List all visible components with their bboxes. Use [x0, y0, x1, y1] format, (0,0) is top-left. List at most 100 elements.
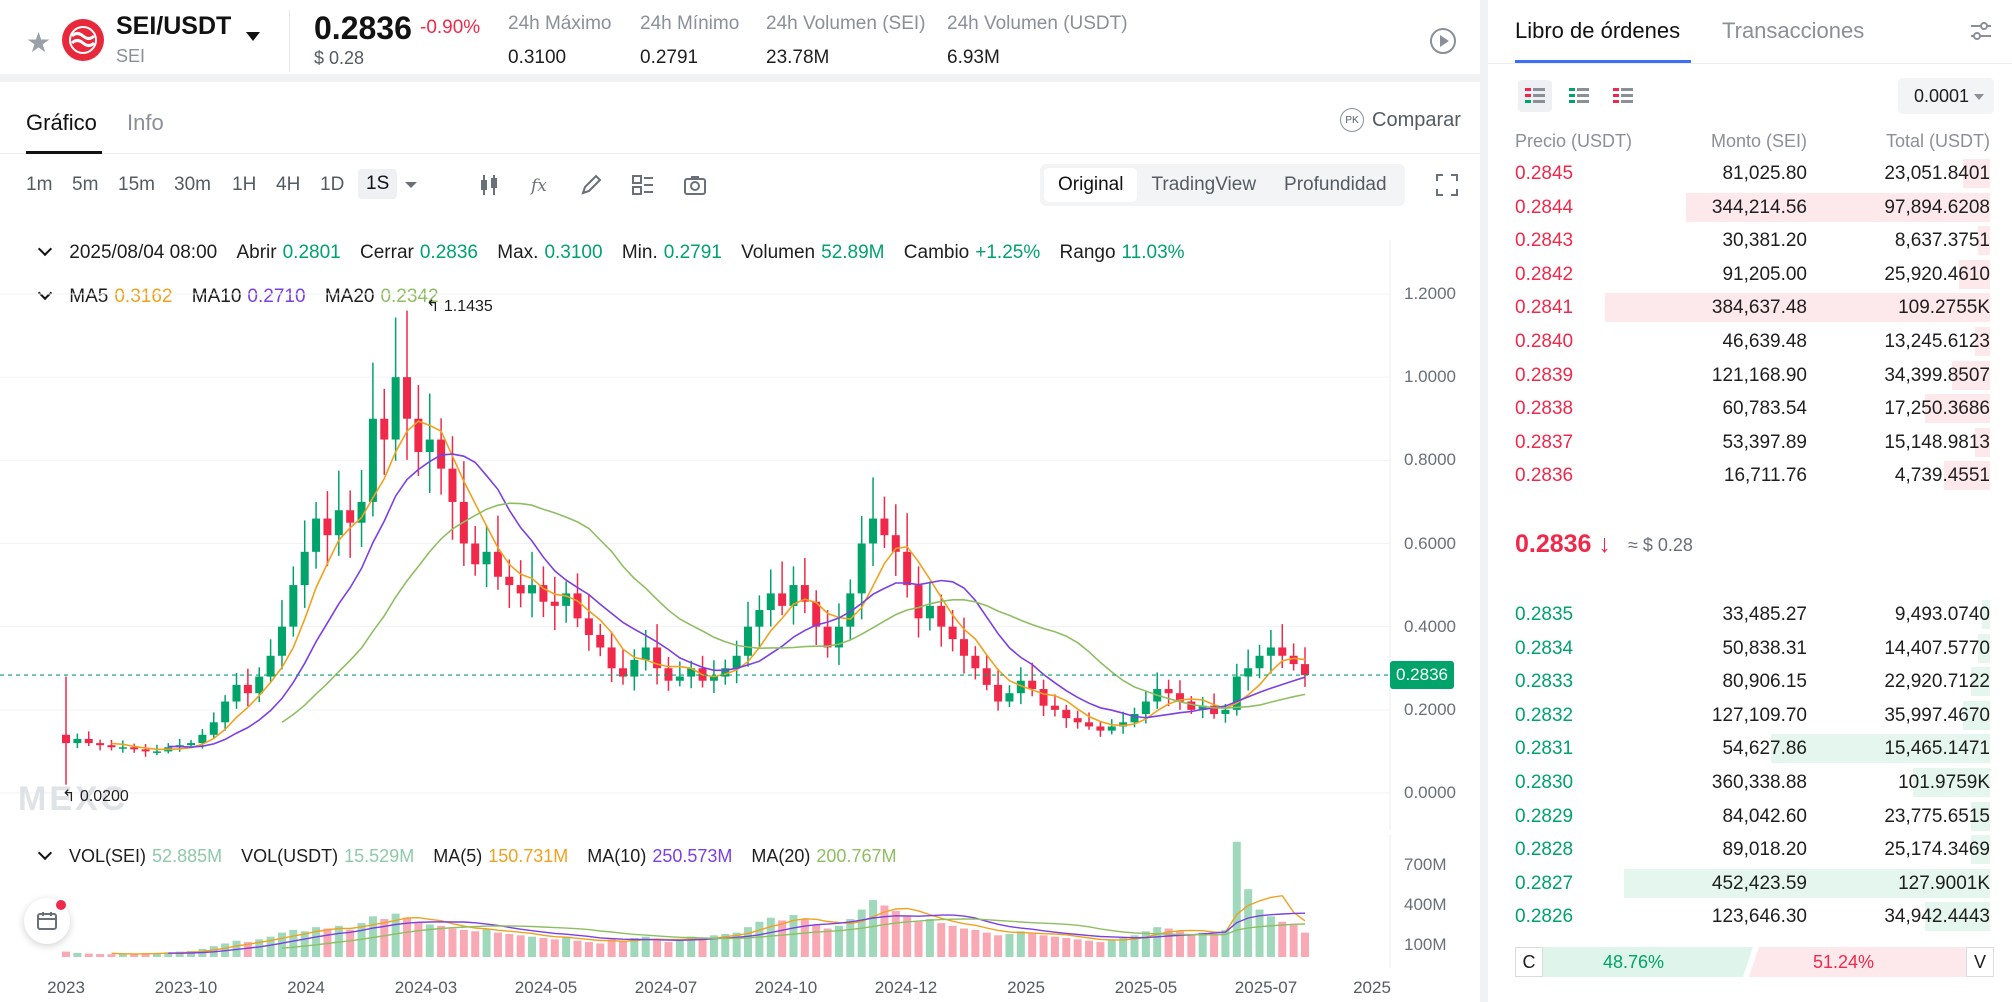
- tab-trades[interactable]: Transacciones: [1722, 18, 1865, 43]
- candle-body: [1096, 726, 1105, 731]
- interval-30m[interactable]: 30m: [174, 174, 211, 195]
- view-depth[interactable]: Profundidad: [1284, 174, 1387, 195]
- draw-pencil-icon[interactable]: [578, 172, 604, 198]
- book-both-icon: [1525, 88, 1545, 103]
- row-total: 4,739.4551: [1894, 465, 1990, 487]
- y-tick-label: 0.4000: [1404, 616, 1456, 636]
- bid-row[interactable]: 0.2827 452,423.59 127.9001K: [1488, 867, 2012, 900]
- candle-body: [243, 684, 252, 694]
- interval-1h[interactable]: 1H: [232, 174, 257, 195]
- col-price: Precio (USDT): [1515, 131, 1633, 151]
- bid-row[interactable]: 0.2835 33,485.27 9,493.0740: [1488, 598, 2012, 631]
- interval-1m[interactable]: 1m: [26, 174, 53, 195]
- close-label: Cerrar: [360, 242, 414, 263]
- layout-icon[interactable]: [630, 172, 656, 198]
- ask-row[interactable]: 0.2843 30,381.20 8,637.3751: [1488, 224, 2012, 257]
- time-x-axis: 2023 2023-10 2024 2024-03 2024-05 2024-07 2024…: [0, 968, 1480, 1002]
- tab-order-book[interactable]: Libro de órdenes: [1515, 18, 1681, 43]
- bid-row[interactable]: 0.2826 123,646.30 34,942.4443: [1488, 900, 2012, 933]
- last-price-tag: 0.2836: [1390, 661, 1454, 689]
- depth-bar: [1974, 427, 1990, 457]
- fullscreen-icon[interactable]: [1434, 172, 1460, 198]
- bid-row[interactable]: 0.2830 360,338.88 101.9759K: [1488, 766, 2012, 799]
- ask-row[interactable]: 0.2839 121,168.90 34,399.8507: [1488, 359, 2012, 392]
- candle-body: [778, 593, 787, 606]
- volume-bar: [289, 929, 298, 957]
- ask-row[interactable]: 0.2836 16,711.76 4,739.4551: [1488, 459, 2012, 492]
- candle-body: [857, 543, 866, 594]
- row-amount: 33,485.27: [1722, 604, 1807, 625]
- candle-body: [664, 668, 673, 681]
- price-chart[interactable]: [0, 240, 1480, 830]
- depth-bar: [1924, 394, 1990, 424]
- bid-row[interactable]: 0.2831 54,627.86 15,465.1471: [1488, 732, 2012, 765]
- interval-4h[interactable]: 4H: [276, 174, 301, 195]
- volume-bar: [73, 952, 82, 957]
- mode-asks[interactable]: [1606, 80, 1640, 112]
- pair-selector[interactable]: SEI/USDT: [116, 12, 232, 40]
- candle-body: [800, 585, 809, 602]
- row-price: 0.2842: [1515, 263, 1574, 285]
- more-intervals-chevron-icon[interactable]: [404, 178, 418, 192]
- volume-bar: [846, 919, 855, 957]
- calendar-button[interactable]: [24, 898, 70, 944]
- indicators-fx-icon[interactable]: fx: [528, 172, 554, 198]
- view-original[interactable]: Original: [1044, 168, 1138, 202]
- screenshot-camera-icon[interactable]: [682, 172, 708, 198]
- candle-body: [1198, 705, 1207, 710]
- row-price: 0.2827: [1515, 872, 1574, 894]
- candle-body: [1107, 726, 1116, 731]
- volume-bar: [994, 935, 1003, 957]
- bid-row[interactable]: 0.2829 84,042.60 23,775.6515: [1488, 800, 2012, 833]
- chevron-down-icon[interactable]: [246, 32, 260, 41]
- mode-bids[interactable]: [1562, 80, 1596, 112]
- depth-bar: [1770, 734, 1990, 764]
- row-amount: 384,637.48: [1711, 297, 1807, 319]
- candle-body: [914, 585, 923, 619]
- ask-row[interactable]: 0.2841 384,637.48 109.2755K: [1488, 291, 2012, 324]
- interval-5m[interactable]: 5m: [72, 174, 99, 195]
- candlestick-type-icon[interactable]: [476, 172, 502, 198]
- precision-select[interactable]: 0.0001: [1898, 78, 1994, 114]
- volume-bar: [1141, 931, 1150, 957]
- row-total: 127.9001K: [1898, 872, 1990, 894]
- settings-sliders-icon[interactable]: [1968, 18, 1994, 44]
- interval-15m[interactable]: 15m: [118, 174, 155, 195]
- ask-row[interactable]: 0.2840 46,639.48 13,245.6123: [1488, 325, 2012, 358]
- volume-bar: [130, 953, 139, 957]
- candle-body: [1221, 709, 1230, 714]
- bid-row[interactable]: 0.2834 50,838.31 14,407.5770: [1488, 632, 2012, 665]
- compare-button[interactable]: PK Comparar: [1340, 108, 1461, 132]
- view-tradingview[interactable]: TradingView: [1151, 174, 1257, 195]
- candle-body: [403, 377, 412, 419]
- stat-value: 23.78M: [766, 47, 830, 68]
- candle-body: [84, 738, 93, 744]
- volume-bar: [709, 935, 718, 957]
- volume-bar: [687, 936, 696, 957]
- pane-divider[interactable]: [1480, 0, 1488, 1002]
- row-price: 0.2835: [1515, 604, 1574, 625]
- ask-row[interactable]: 0.2838 60,783.54 17,250.3686: [1488, 392, 2012, 425]
- ask-row[interactable]: 0.2845 81,025.80 23,051.8401: [1488, 157, 2012, 190]
- mode-both[interactable]: [1518, 80, 1552, 112]
- x-tick-label: 2025: [1007, 978, 1045, 997]
- tab-info[interactable]: Info: [127, 110, 164, 135]
- ask-row[interactable]: 0.2844 344,214.56 97,894.6208: [1488, 191, 2012, 224]
- bid-row[interactable]: 0.2828 89,018.20 25,174.3469: [1488, 833, 2012, 866]
- volume-bar: [277, 932, 286, 957]
- play-icon[interactable]: [1430, 28, 1456, 54]
- favorite-star-icon[interactable]: ★: [26, 27, 52, 58]
- interval-1s[interactable]: 1S: [358, 169, 398, 199]
- bid-row[interactable]: 0.2833 80,906.15 22,920.7122: [1488, 665, 2012, 698]
- volume-bar: [1221, 929, 1230, 957]
- candle-body: [709, 676, 718, 681]
- volume-chart[interactable]: [0, 835, 1480, 968]
- candle-body: [73, 738, 82, 744]
- volume-bar: [1210, 933, 1219, 957]
- tab-chart[interactable]: Gráfico: [26, 110, 97, 135]
- candle-body: [1039, 689, 1048, 706]
- interval-1d[interactable]: 1D: [320, 174, 345, 195]
- ask-row[interactable]: 0.2842 91,205.00 25,920.4610: [1488, 258, 2012, 291]
- bid-row[interactable]: 0.2832 127,109.70 35,997.4670: [1488, 699, 2012, 732]
- ask-row[interactable]: 0.2837 53,397.89 15,148.9813: [1488, 426, 2012, 459]
